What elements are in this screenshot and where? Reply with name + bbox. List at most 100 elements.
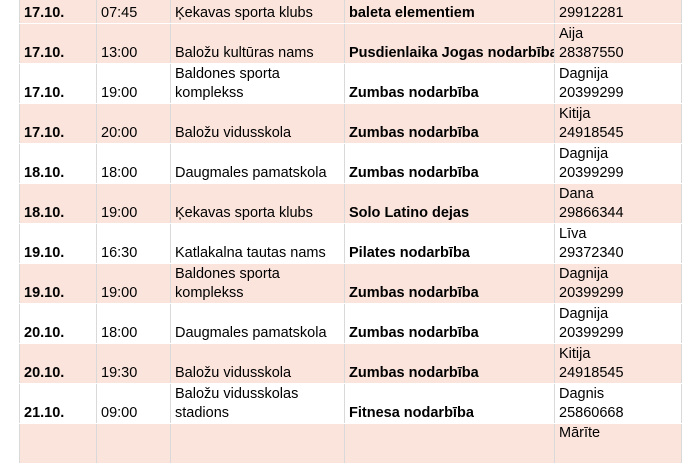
- contact-cell: Aija 28387550: [554, 23, 682, 64]
- place-cell: Baložu vidusskola: [170, 103, 345, 144]
- date-cell: 20.10.: [19, 303, 97, 344]
- place-line: Ķekavas sporta klubs: [175, 5, 313, 21]
- date-cell: 18.10.: [19, 143, 97, 184]
- contact-cell: Dagnija 20399299: [554, 303, 682, 344]
- date-cell: 18.10.: [19, 183, 97, 224]
- activity-cell: Zumbas nodarbība: [344, 303, 555, 344]
- contact-name: Dagnija: [559, 66, 609, 82]
- time-cell: 19:30: [96, 343, 171, 384]
- table-row: 17.10. 07:45 Ķekavas sporta klubs baleta…: [19, 0, 682, 24]
- place-cell: Ķekavas sporta klubs: [170, 0, 345, 24]
- place-cell: Ķekavas sporta klubs: [170, 183, 345, 224]
- date-cell: 19.10.: [19, 223, 97, 264]
- contact-phone: 29372340: [559, 245, 624, 261]
- table-row: 18.10. 19:00 Ķekavas sporta klubs Solo L…: [19, 183, 682, 224]
- schedule-body: 17.10. 07:45 Ķekavas sporta klubs baleta…: [19, 0, 682, 464]
- contact-name: Dana: [559, 186, 594, 202]
- contact-name: Aija: [559, 26, 584, 42]
- contact-phone: 28387550: [559, 45, 624, 61]
- contact-name: Dagnija: [559, 306, 609, 322]
- contact-cell: Dagnija 20399299: [554, 143, 682, 184]
- date-cell: [19, 423, 97, 464]
- place-line: komplekss: [175, 285, 244, 301]
- time-cell: 18:00: [96, 303, 171, 344]
- date-cell: 19.10.: [19, 263, 97, 304]
- table-row: 19.10. 16:30 Katlakalna tautas nams Pila…: [19, 223, 682, 264]
- date-cell: 17.10.: [19, 23, 97, 64]
- place-cell: Baldones sporta komplekss: [170, 263, 345, 304]
- date-cell: 17.10.: [19, 103, 97, 144]
- date-cell: 20.10.: [19, 343, 97, 384]
- contact-name: Kitija: [559, 106, 591, 122]
- date-cell: 21.10.: [19, 383, 97, 424]
- activity-cell: Solo Latino dejas: [344, 183, 555, 224]
- contact-phone: 29866344: [559, 205, 624, 221]
- table-row: 19.10. 19:00 Baldones sporta komplekss Zu…: [19, 263, 682, 304]
- date-cell: 17.10.: [19, 0, 97, 24]
- activity-cell: baleta elementiem: [344, 0, 555, 24]
- contact-name: Dagnija: [559, 266, 609, 282]
- place-line: Baložu vidusskolas: [175, 386, 299, 402]
- place-line: Baldones sporta: [175, 266, 280, 282]
- contact-cell: Dagnija 20399299: [554, 63, 682, 104]
- contact-cell: 29912281: [554, 0, 682, 24]
- place-line: Baložu kultūras nams: [175, 45, 314, 61]
- date-cell: 17.10.: [19, 63, 97, 104]
- activity-cell: Zumbas nodarbība: [344, 343, 555, 384]
- time-cell: 20:00: [96, 103, 171, 144]
- place-cell: [170, 423, 345, 464]
- place-line: Baložu vidusskola: [175, 365, 292, 381]
- contact-phone: 29912281: [559, 5, 624, 21]
- time-cell: 09:00: [96, 383, 171, 424]
- table-row: 21.10. 09:00 Baložu vidusskolas stadions …: [19, 383, 682, 424]
- place-cell: Katlakalna tautas nams: [170, 223, 345, 264]
- place-cell: Daugmales pamatskola: [170, 143, 345, 184]
- place-line: komplekss: [175, 85, 244, 101]
- time-cell: 19:00: [96, 263, 171, 304]
- contact-name: Mārīte: [559, 425, 601, 441]
- activity-cell: Zumbas nodarbība: [344, 63, 555, 104]
- table-row: 17.10. 13:00 Baložu kultūras nams Pusdie…: [19, 23, 682, 64]
- table-row: 20.10. 19:30 Baložu vidusskola Zumbas no…: [19, 343, 682, 384]
- contact-name: Līva: [559, 226, 587, 242]
- time-cell: [96, 423, 171, 464]
- table-row: Mārīte: [19, 423, 682, 464]
- contact-phone: 20399299: [559, 165, 624, 181]
- contact-phone: 20399299: [559, 325, 624, 341]
- schedule-table: 17.10. 07:45 Ķekavas sporta klubs baleta…: [19, 0, 682, 464]
- time-cell: 19:00: [96, 183, 171, 224]
- contact-name: Dagnis: [559, 386, 605, 402]
- place-cell: Daugmales pamatskola: [170, 303, 345, 344]
- place-line: Baldones sporta: [175, 66, 280, 82]
- time-cell: 16:30: [96, 223, 171, 264]
- activity-cell: Pusdienlaika Jogas nodarbība: [344, 23, 555, 64]
- place-cell: Baložu vidusskola: [170, 343, 345, 384]
- place-cell: Baložu kultūras nams: [170, 23, 345, 64]
- contact-name: Dagnija: [559, 146, 609, 162]
- time-cell: 18:00: [96, 143, 171, 184]
- activity-cell: Zumbas nodarbība: [344, 263, 555, 304]
- contact-cell: Kitija 24918545: [554, 343, 682, 384]
- table-row: 20.10. 18:00 Daugmales pamatskola Zumbas…: [19, 303, 682, 344]
- contact-cell: Kitija 24918545: [554, 103, 682, 144]
- place-line: Ķekavas sporta klubs: [175, 205, 313, 221]
- contact-phone: 25860668: [559, 405, 624, 421]
- contact-phone: 20399299: [559, 285, 624, 301]
- place-line: Katlakalna tautas nams: [175, 245, 326, 261]
- contact-phone: 24918545: [559, 125, 624, 141]
- place-line: Daugmales pamatskola: [175, 325, 327, 341]
- schedule-table-wrapper: 17.10. 07:45 Ķekavas sporta klubs baleta…: [19, 0, 682, 464]
- time-cell: 07:45: [96, 0, 171, 24]
- place-line: Daugmales pamatskola: [175, 165, 327, 181]
- table-row: 17.10. 20:00 Baložu vidusskola Zumbas no…: [19, 103, 682, 144]
- time-cell: 19:00: [96, 63, 171, 104]
- table-row: 18.10. 18:00 Daugmales pamatskola Zumbas…: [19, 143, 682, 184]
- place-line: stadions: [175, 405, 230, 421]
- time-cell: 13:00: [96, 23, 171, 64]
- activity-cell: Pilates nodarbība: [344, 223, 555, 264]
- activity-cell: [344, 423, 555, 464]
- contact-cell: Līva 29372340: [554, 223, 682, 264]
- contact-cell: Mārīte: [554, 423, 682, 464]
- place-cell: Baložu vidusskolas stadions: [170, 383, 345, 424]
- table-row: 17.10. 19:00 Baldones sporta komplekss Zu…: [19, 63, 682, 104]
